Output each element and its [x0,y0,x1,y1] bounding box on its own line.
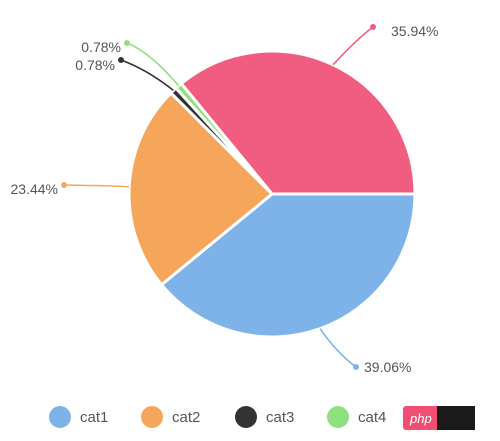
legend-label-cat4[interactable]: cat4 [358,409,386,426]
leader-line-cat5 [332,26,374,66]
data-label-cat4: 0.78% [81,39,121,55]
legend-swatch-cat4[interactable] [327,406,349,428]
leader-dot-cat2 [61,182,67,188]
leader-dot-cat3 [118,57,124,63]
leader-line-cat4 [126,42,180,87]
data-label-cat2: 23.44% [11,181,58,197]
leader-dot-cat1 [353,364,359,370]
pie-slice-cat5[interactable] [179,49,417,196]
pie-slice-cat2[interactable] [127,90,275,287]
legend-swatch-cat3[interactable] [235,406,257,428]
leader-lines [61,24,376,370]
legend: cat1 cat2 cat3 cat4 [49,406,441,428]
legend-swatch-cat2[interactable] [141,406,163,428]
leader-dot-cat5 [370,24,376,30]
watermark-text: php [409,411,432,426]
legend-swatch-cat1[interactable] [49,406,71,428]
leader-line-cat2 [63,184,130,188]
legend-label-cat2[interactable]: cat2 [172,409,200,426]
legend-label-cat3[interactable]: cat3 [266,409,294,426]
watermark: php [403,406,475,430]
leader-dot-cat4 [124,40,130,46]
data-label-cat1: 39.06% [364,359,411,375]
legend-label-cat1[interactable]: cat1 [80,409,108,426]
leader-line-cat3 [120,59,174,92]
data-labels: 39.06% 23.44% 0.78% 0.78% 35.94% [11,23,439,375]
data-label-cat5: 35.94% [391,23,438,39]
data-label-cat3: 0.78% [75,57,115,73]
leader-line-cat1 [319,328,357,368]
pie-slices [127,49,417,339]
